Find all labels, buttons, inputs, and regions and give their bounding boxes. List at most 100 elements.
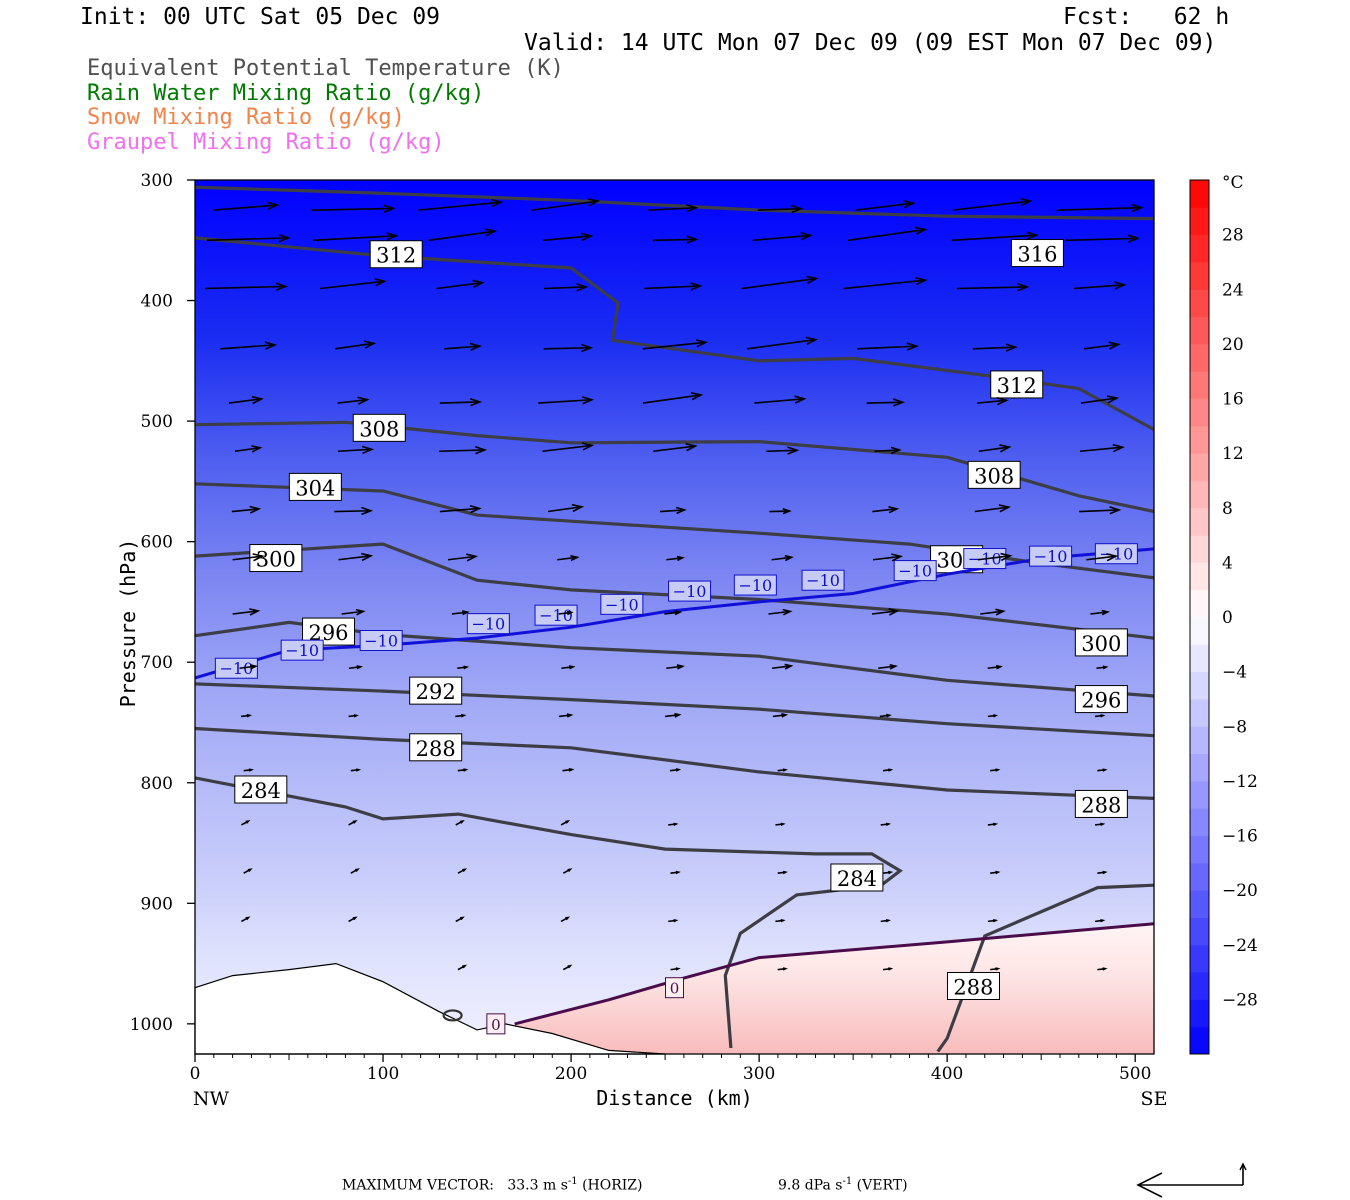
colorbar-swatch <box>1190 1026 1209 1055</box>
wind-vector-head <box>781 713 789 718</box>
colorbar-unit: °C <box>1222 173 1244 193</box>
theta-e-label: 288 <box>1074 789 1128 818</box>
label-text: −10 <box>1100 545 1134 564</box>
wind-vector-head <box>784 554 794 562</box>
reference-vert-arrowhead <box>1239 1162 1247 1171</box>
wind-vector-head <box>888 870 894 875</box>
wind-vector <box>652 238 697 242</box>
wind-vector <box>972 346 1016 350</box>
y-tick-label: 800 <box>141 774 173 794</box>
isotherm-label: −10 <box>466 613 510 635</box>
max-vert-text: 9.8 dPa s-1 (VERT) <box>778 1176 908 1194</box>
wind-vector <box>543 235 592 242</box>
colorbar-swatch <box>1190 289 1209 318</box>
colorbar-swatch <box>1190 234 1209 263</box>
wind-vector-head <box>1100 822 1106 826</box>
label-box <box>369 240 423 269</box>
label-box <box>1074 789 1128 818</box>
wind-vector <box>542 444 592 453</box>
wind-vector-head <box>685 443 698 452</box>
wind-vector-head <box>576 283 589 292</box>
label-text: −10 <box>364 632 398 651</box>
y-tick-label: 300 <box>141 171 173 191</box>
wind-vector-head <box>484 228 498 237</box>
wind-vector-head <box>568 665 576 670</box>
theta-e-contour <box>195 682 1154 738</box>
wind-vector-head <box>1026 231 1039 240</box>
colorbar-swatch <box>1190 972 1209 1000</box>
wind-vector-head <box>675 768 682 772</box>
wind-vector-head <box>886 713 892 718</box>
wind-vector-head <box>782 768 788 772</box>
vert-unit: (VERT) <box>852 1177 908 1194</box>
colorbar-label: 0 <box>1222 608 1233 628</box>
wind-vector-head <box>885 919 891 923</box>
wind-vector-head <box>806 275 819 284</box>
wind-vector-head <box>252 553 265 562</box>
wind-vector-head <box>1106 395 1120 404</box>
wind-vector-head <box>673 919 679 923</box>
wind-vector-head <box>275 282 288 291</box>
wind-vector-head <box>1005 343 1018 352</box>
wind-vector <box>213 204 278 211</box>
label-text: 0 <box>491 1016 501 1034</box>
theta-e-contour <box>936 883 1154 1053</box>
wind-vector <box>439 507 480 513</box>
wind-vector <box>771 556 792 561</box>
max-vert-value: 9.8 dPa s <box>778 1177 843 1194</box>
wind-vector-head <box>992 919 999 923</box>
theta-e-label: 312 <box>369 240 423 269</box>
wind-vector-head <box>888 967 894 971</box>
wind-vector <box>977 399 1007 404</box>
colorbar-swatch <box>1190 944 1209 973</box>
wind-vector-head <box>885 822 891 826</box>
isotherm-label: −10 <box>801 569 845 591</box>
wind-vector-head <box>248 768 254 772</box>
wind-vector <box>1086 555 1117 561</box>
label-text: 304 <box>295 476 335 500</box>
reference-horiz-arrowhead <box>1136 1172 1163 1198</box>
y-axis-label: Pressure (hPa) <box>116 539 140 708</box>
wind-vector <box>206 237 289 242</box>
wind-vector <box>978 446 1010 453</box>
label-box <box>946 971 1000 1000</box>
label-box <box>990 370 1044 399</box>
wind-vector-head <box>999 444 1012 453</box>
theta-e-contour <box>195 185 1154 221</box>
wind-vector-head <box>890 446 902 455</box>
wind-vector-head <box>566 713 574 718</box>
wind-vector-head <box>915 276 928 286</box>
label-text: −10 <box>898 562 932 581</box>
label-box <box>893 560 937 582</box>
wind-vector-head <box>1108 341 1121 350</box>
wind-vector-head <box>361 445 375 455</box>
wind-vector-head <box>784 663 794 670</box>
colorbar-label: 28 <box>1222 226 1244 246</box>
wind-vector-head <box>352 819 358 824</box>
wind-vector-head <box>1100 714 1106 718</box>
wind-vector-head <box>992 822 999 826</box>
temperature-fill <box>195 180 1154 1054</box>
wind-vector <box>557 556 578 561</box>
wind-vector-head <box>267 201 280 210</box>
colorbar-frame <box>1189 179 1210 1055</box>
colorbar-swatch <box>1190 453 1209 481</box>
label-box <box>534 604 578 626</box>
x-tick-label: 0 <box>190 1064 201 1084</box>
wind-vector-head <box>673 822 679 826</box>
wind-vector-head <box>354 868 360 872</box>
isotherm-label: −10 <box>1029 545 1073 567</box>
label-text: 296 <box>1081 689 1121 713</box>
label-box <box>214 657 258 679</box>
wind-vector <box>664 611 681 615</box>
x-tick-label: 300 <box>743 1064 775 1084</box>
isotherm-label: −10 <box>733 574 777 596</box>
y-tick-label: 600 <box>141 533 173 553</box>
warm-temperature-fill <box>514 923 1154 1054</box>
wind-vector-head <box>1102 870 1108 875</box>
y-tick-label: 1000 <box>130 1015 173 1035</box>
isotherm-label: −10 <box>668 580 712 602</box>
theta-e-label: 292 <box>409 676 463 705</box>
wind-vector-head <box>780 919 786 923</box>
wind-vector-head <box>888 608 900 616</box>
